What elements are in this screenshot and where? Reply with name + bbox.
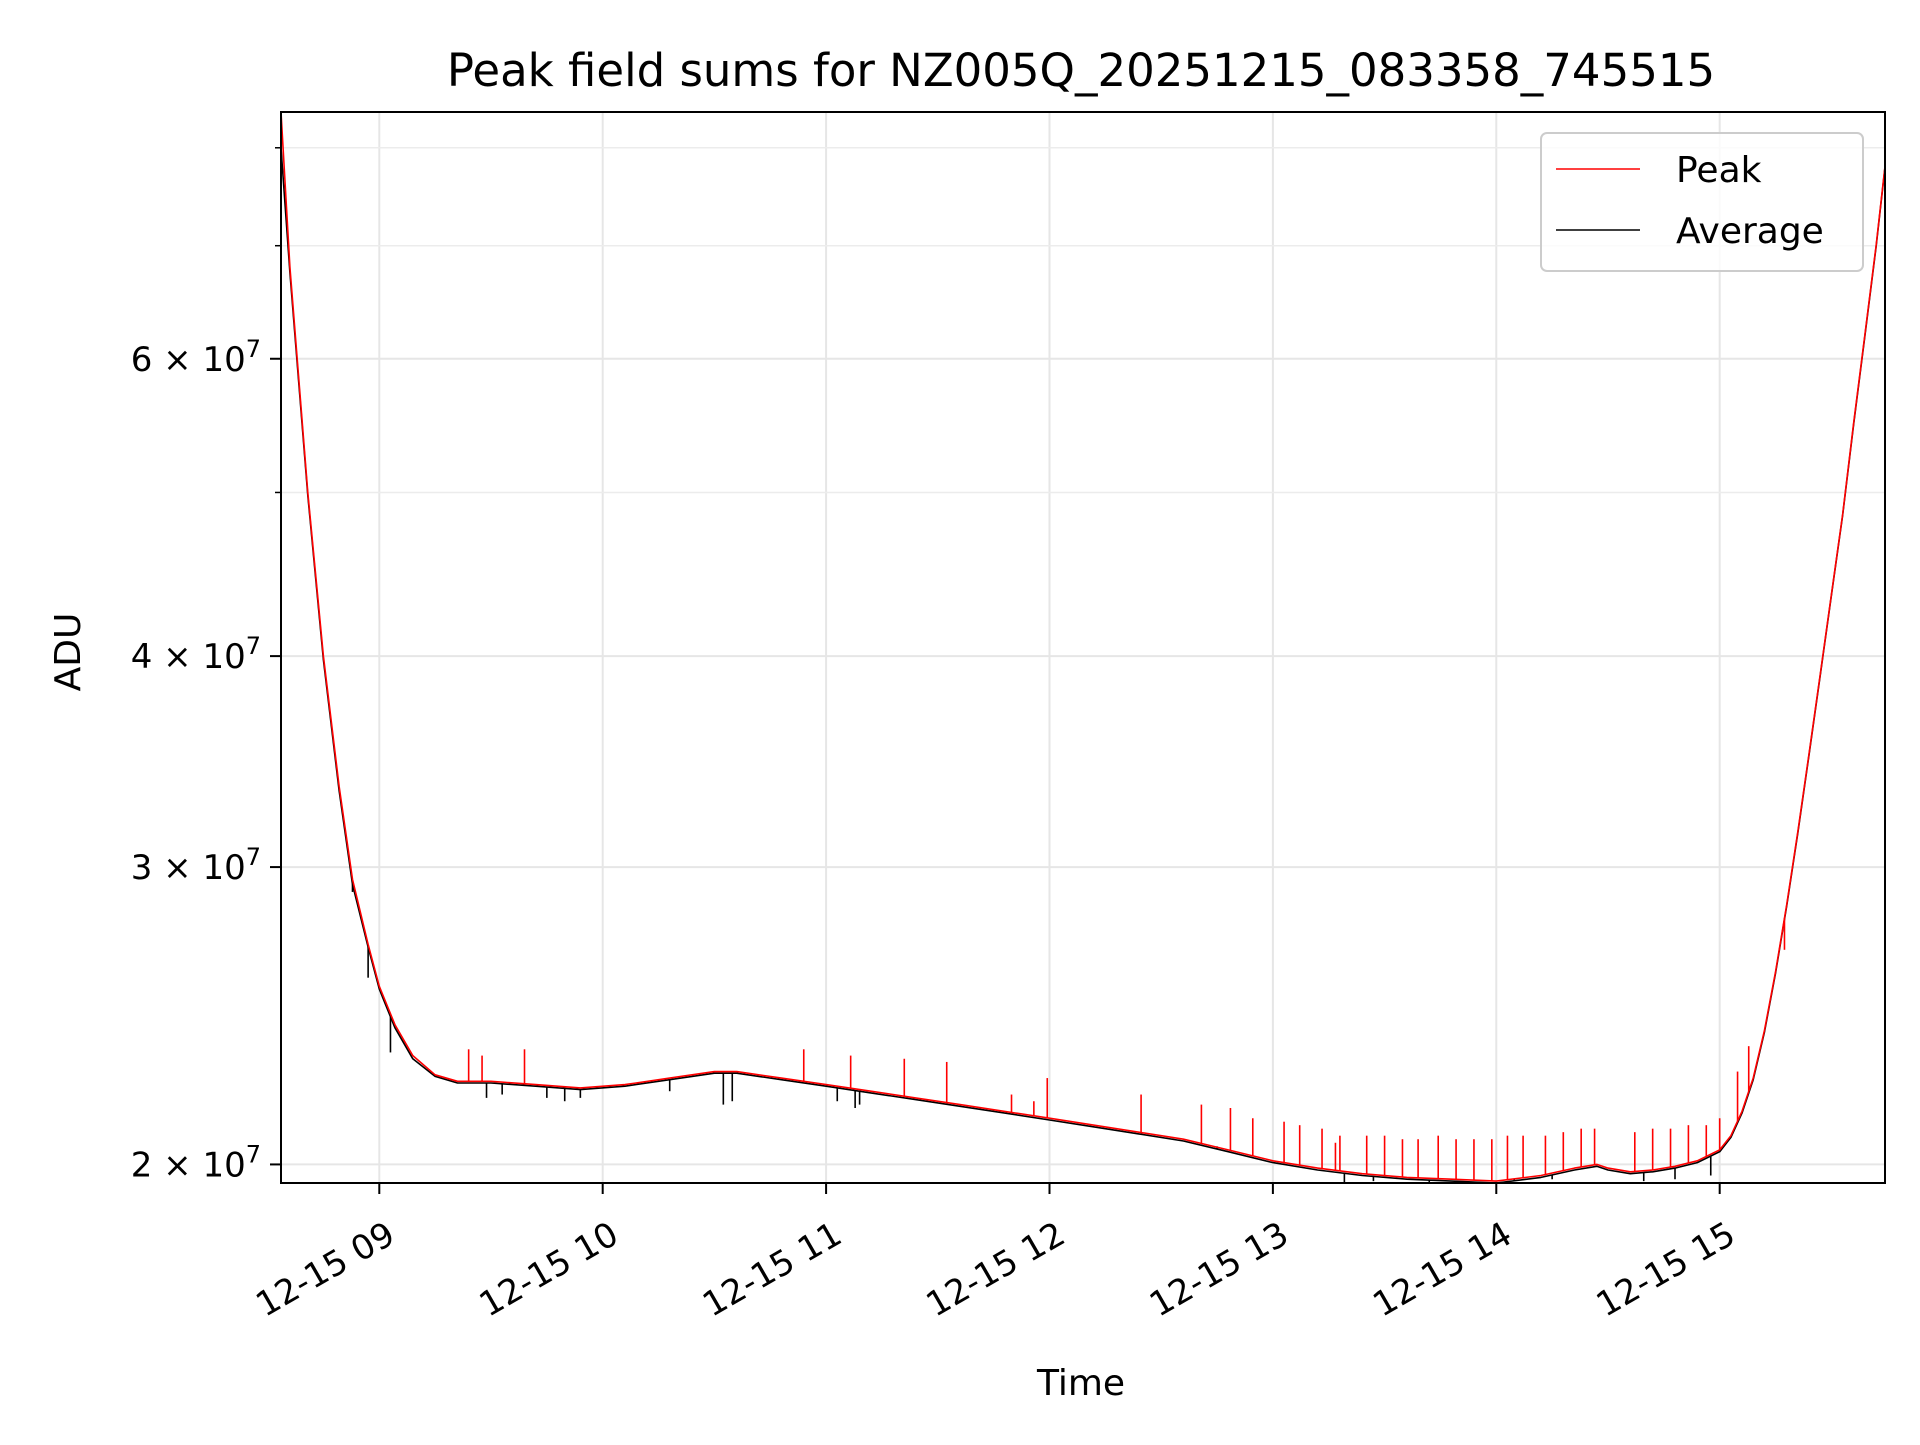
legend: Peak Average	[1540, 132, 1864, 272]
plot-area	[281, 112, 1885, 1183]
y-axis-label: ADU	[48, 613, 89, 692]
y-tick-label: 2 × 107	[131, 1140, 261, 1185]
y-tick-label: 3 × 107	[131, 843, 261, 888]
legend-average-label: Average	[1676, 211, 1824, 252]
data-layer	[281, 112, 1885, 1183]
x-axis-label: Time	[1036, 1363, 1125, 1404]
y-tick-label: 6 × 107	[131, 335, 261, 380]
series-peak	[281, 112, 1885, 1182]
grid-layer	[281, 112, 1885, 1183]
series-peak-line	[281, 112, 1885, 1182]
axes-frame	[280, 111, 1886, 1184]
legend-peak-label: Peak	[1676, 150, 1762, 191]
y-tick-label: 4 × 107	[131, 632, 261, 677]
legend-frame	[1540, 132, 1864, 272]
chart-title: Peak field sums for NZ005Q_20251215_0833…	[447, 44, 1715, 97]
